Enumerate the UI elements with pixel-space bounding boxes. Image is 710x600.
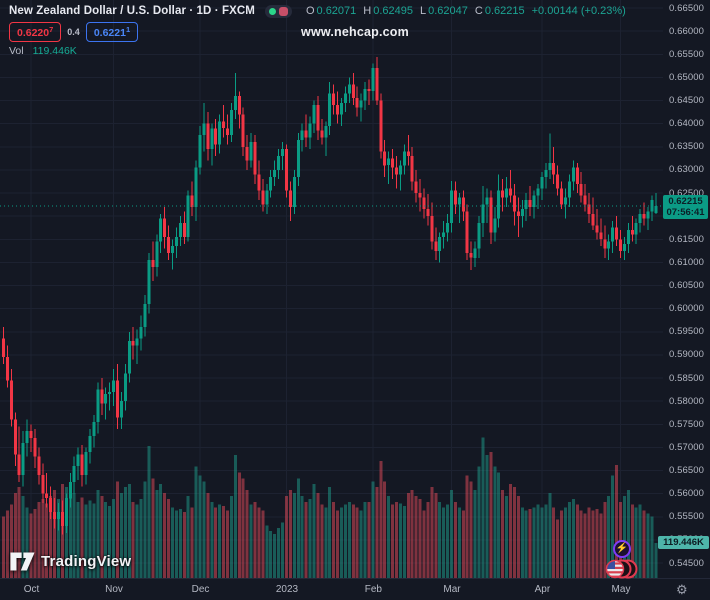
time-tick-label: Nov [105, 584, 123, 595]
open-value: 0.62071 [316, 5, 357, 17]
time-tick-label: Mar [443, 584, 461, 595]
price-tick-label: 0.64000 [669, 118, 705, 130]
price-tick-label: 0.58500 [669, 372, 705, 384]
price-tick-label: 0.65500 [669, 48, 705, 60]
price-tick-label: 0.64500 [669, 95, 705, 106]
price-tick-label: 0.60500 [669, 280, 705, 291]
spread-value: 0.4 [67, 26, 80, 37]
price-tick-label: 0.66000 [669, 25, 705, 37]
gear-icon[interactable]: ⚙ [676, 582, 688, 597]
price-axis[interactable]: 0.62215 07:56:41 119.446K 0.66500 0.66000… [658, 0, 710, 578]
time-axis[interactable]: ⚙ Oct Nov Dec 2023 Feb Mar Apr May [0, 578, 710, 600]
current-volume-badge: 119.446K [658, 536, 709, 549]
time-tick-label: Feb [364, 584, 382, 595]
price-tick-label: 0.63000 [669, 164, 705, 176]
price-tick-label: 0.54500 [669, 557, 705, 569]
tradingview-logo[interactable]: TradingView [10, 552, 131, 571]
market-status-toggle[interactable] [264, 4, 292, 18]
time-tick-label: Oct [23, 584, 40, 595]
open-label: O [305, 5, 315, 17]
price-tick-label: 0.57500 [669, 418, 705, 430]
price-tick-label: 0.59000 [669, 349, 705, 361]
price-tick-label: 0.60000 [669, 303, 705, 315]
sell-bid-button[interactable]: 0.62207 [9, 21, 62, 42]
price-tick-label: 0.56500 [669, 465, 705, 476]
price-tick-label: 0.59500 [669, 326, 705, 338]
ask-pip: 1 [125, 24, 131, 34]
ohlc-readout: O 0.62071 H 0.62495 L 0.62047 C 0.62215 … [306, 5, 626, 17]
ask-price: 0.6221 [93, 26, 126, 39]
close-value: 0.62215 [484, 5, 525, 17]
buy-ask-button[interactable]: 0.62211 [85, 21, 139, 42]
market-open-dot-icon [268, 7, 276, 15]
economic-events-button[interactable] [605, 558, 639, 585]
lightning-icon: ⚡ [615, 543, 629, 554]
price-tick-label: 0.65000 [669, 71, 705, 83]
watermark-text: www.nehcap.com [301, 25, 409, 39]
close-label: C [474, 5, 483, 17]
price-tick-label: 0.55500 [669, 511, 705, 523]
price-tick-label: 0.57000 [669, 441, 705, 453]
bid-pip: 7 [49, 24, 54, 34]
chart-header: New Zealand Dollar / U.S. Dollar · 1D · … [9, 3, 626, 57]
price-tick-label: 0.58000 [669, 395, 705, 407]
bid-price: 0.6220 [17, 26, 50, 39]
bar-countdown: 07:56:41 [666, 206, 705, 218]
price-tick-label: 0.61500 [669, 233, 705, 245]
tradingview-logo-icon [10, 552, 35, 571]
low-label: L [420, 5, 427, 17]
quick-trade-button[interactable]: ⚡ [613, 540, 631, 558]
high-label: H [363, 5, 372, 17]
change-value: +0.00144 (+0.23%) [531, 5, 626, 17]
price-tick-label: 0.63500 [669, 141, 705, 153]
price-tick-label: 0.61000 [669, 256, 705, 268]
low-value: 0.62047 [428, 5, 468, 17]
price-tick-label: 0.56000 [669, 488, 705, 500]
time-tick-label: 2023 [275, 584, 299, 595]
price-tick-label: 0.66500 [669, 2, 705, 14]
time-tick-label: Apr [534, 584, 551, 595]
delayed-data-icon [278, 6, 288, 16]
price-tick-label: 0.62500 [669, 187, 705, 199]
high-value: 0.62495 [373, 5, 413, 17]
volume-value: 119.446K [32, 45, 77, 57]
tradingview-logo-text: TradingView [41, 553, 132, 570]
time-tick-label: Dec [191, 584, 210, 595]
volume-label: Vol [9, 45, 24, 57]
symbol-title[interactable]: New Zealand Dollar / U.S. Dollar · 1D · … [9, 5, 255, 17]
candlestick-chart[interactable] [0, 0, 663, 578]
current-price: 0.62215 [668, 195, 703, 207]
time-tick-label: May [611, 584, 631, 595]
current-price-badge: 0.62215 07:56:41 [663, 194, 708, 219]
us-flag-stack-icon [605, 559, 638, 579]
